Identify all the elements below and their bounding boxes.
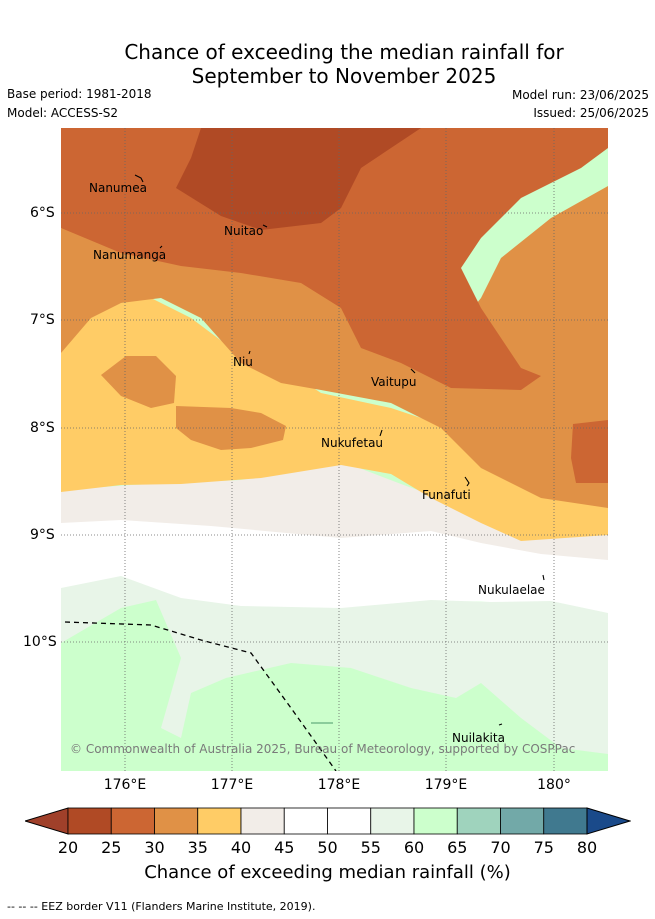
place-label-nanumea: Nanumea — [89, 181, 147, 195]
place-label-nuilakita: Nuilakita — [452, 731, 505, 745]
lat-label-8s: 8°S — [30, 420, 55, 436]
lat-label-9s: 9°S — [30, 527, 55, 543]
place-label-nanumanga: Nanumanga — [93, 248, 167, 262]
place-label-nuitao: Nuitao — [224, 224, 264, 238]
colorbar-tick-label: 30 — [144, 838, 165, 857]
model-name: Model: ACCESS-S2 — [7, 106, 119, 120]
lon-label-180: 180° — [537, 777, 571, 793]
colorbar-tick-label: 60 — [403, 838, 425, 857]
colorbar-label: Chance of exceeding median rainfall (%) — [144, 862, 511, 883]
colorbar-cell — [456, 807, 501, 835]
colorbar-cell — [413, 807, 458, 835]
colorbar-cell — [543, 807, 588, 835]
lon-label-178e: 178°E — [317, 777, 361, 793]
lon-label-176e: 176°E — [103, 777, 147, 793]
place-label-nukufetau: Nukufetau — [321, 436, 384, 450]
colorbar-tick-label: 70 — [490, 838, 511, 857]
colorbar-under-arrow — [25, 807, 69, 835]
lon-label-179e: 179°E — [424, 777, 468, 793]
title-line-2: September to November 2025 — [191, 64, 497, 88]
colorbar-cell — [283, 807, 328, 835]
colorbar-tick-label: 80 — [576, 838, 598, 857]
colorbar-cell — [240, 807, 285, 835]
place-label-niu: Niu — [233, 355, 253, 369]
eez-legend: -- -- -- EEZ border V11 (Flanders Marine… — [7, 900, 316, 913]
colorbar-cell — [67, 807, 112, 835]
colorbar-tick-label: 20 — [57, 838, 79, 857]
colorbar-cell — [110, 807, 155, 835]
title-line-1: Chance of exceeding the median rainfall … — [124, 40, 564, 64]
colorbar-tick-label: 35 — [187, 838, 208, 857]
copyright-notice: © Commonwealth of Australia 2025, Bureau… — [70, 742, 576, 756]
colorbar — [25, 807, 631, 835]
lat-label-6s: 6°S — [30, 205, 55, 221]
colorbar-tick-label: 50 — [317, 838, 338, 857]
rainfall-map — [61, 128, 608, 771]
colorbar-tick-label: 55 — [360, 838, 381, 857]
place-label-nukulaelae: Nukulaelae — [478, 583, 545, 597]
place-label-vaitupu: Vaitupu — [371, 375, 417, 389]
colorbar-cell — [370, 807, 415, 835]
colorbar-cell — [197, 807, 242, 835]
colorbar-tick-label: 45 — [274, 838, 295, 857]
lon-label-177e: 177°E — [210, 777, 254, 793]
lat-label-10s: 10°S — [23, 634, 57, 650]
colorbar-tick-label: 65 — [447, 838, 468, 857]
issued-date: Issued: 25/06/2025 — [533, 106, 649, 120]
model-run: Model run: 23/06/2025 — [511, 88, 649, 102]
lat-label-7s: 7°S — [30, 312, 55, 328]
map-canvas — [61, 128, 608, 771]
colorbar-tick-label: 75 — [533, 838, 554, 857]
colorbar-over-arrow — [586, 807, 631, 835]
map-title: Chance of exceeding the median rainfall … — [0, 40, 655, 88]
base-period: Base period: 1981-2018 — [7, 87, 152, 101]
place-label-funafuti: Funafuti — [422, 488, 471, 502]
colorbar-tick-label: 25 — [101, 838, 122, 857]
colorbar-tick-label: 40 — [230, 838, 252, 857]
colorbar-cell — [154, 807, 199, 835]
colorbar-cell — [500, 807, 545, 835]
colorbar-cell — [327, 807, 372, 835]
